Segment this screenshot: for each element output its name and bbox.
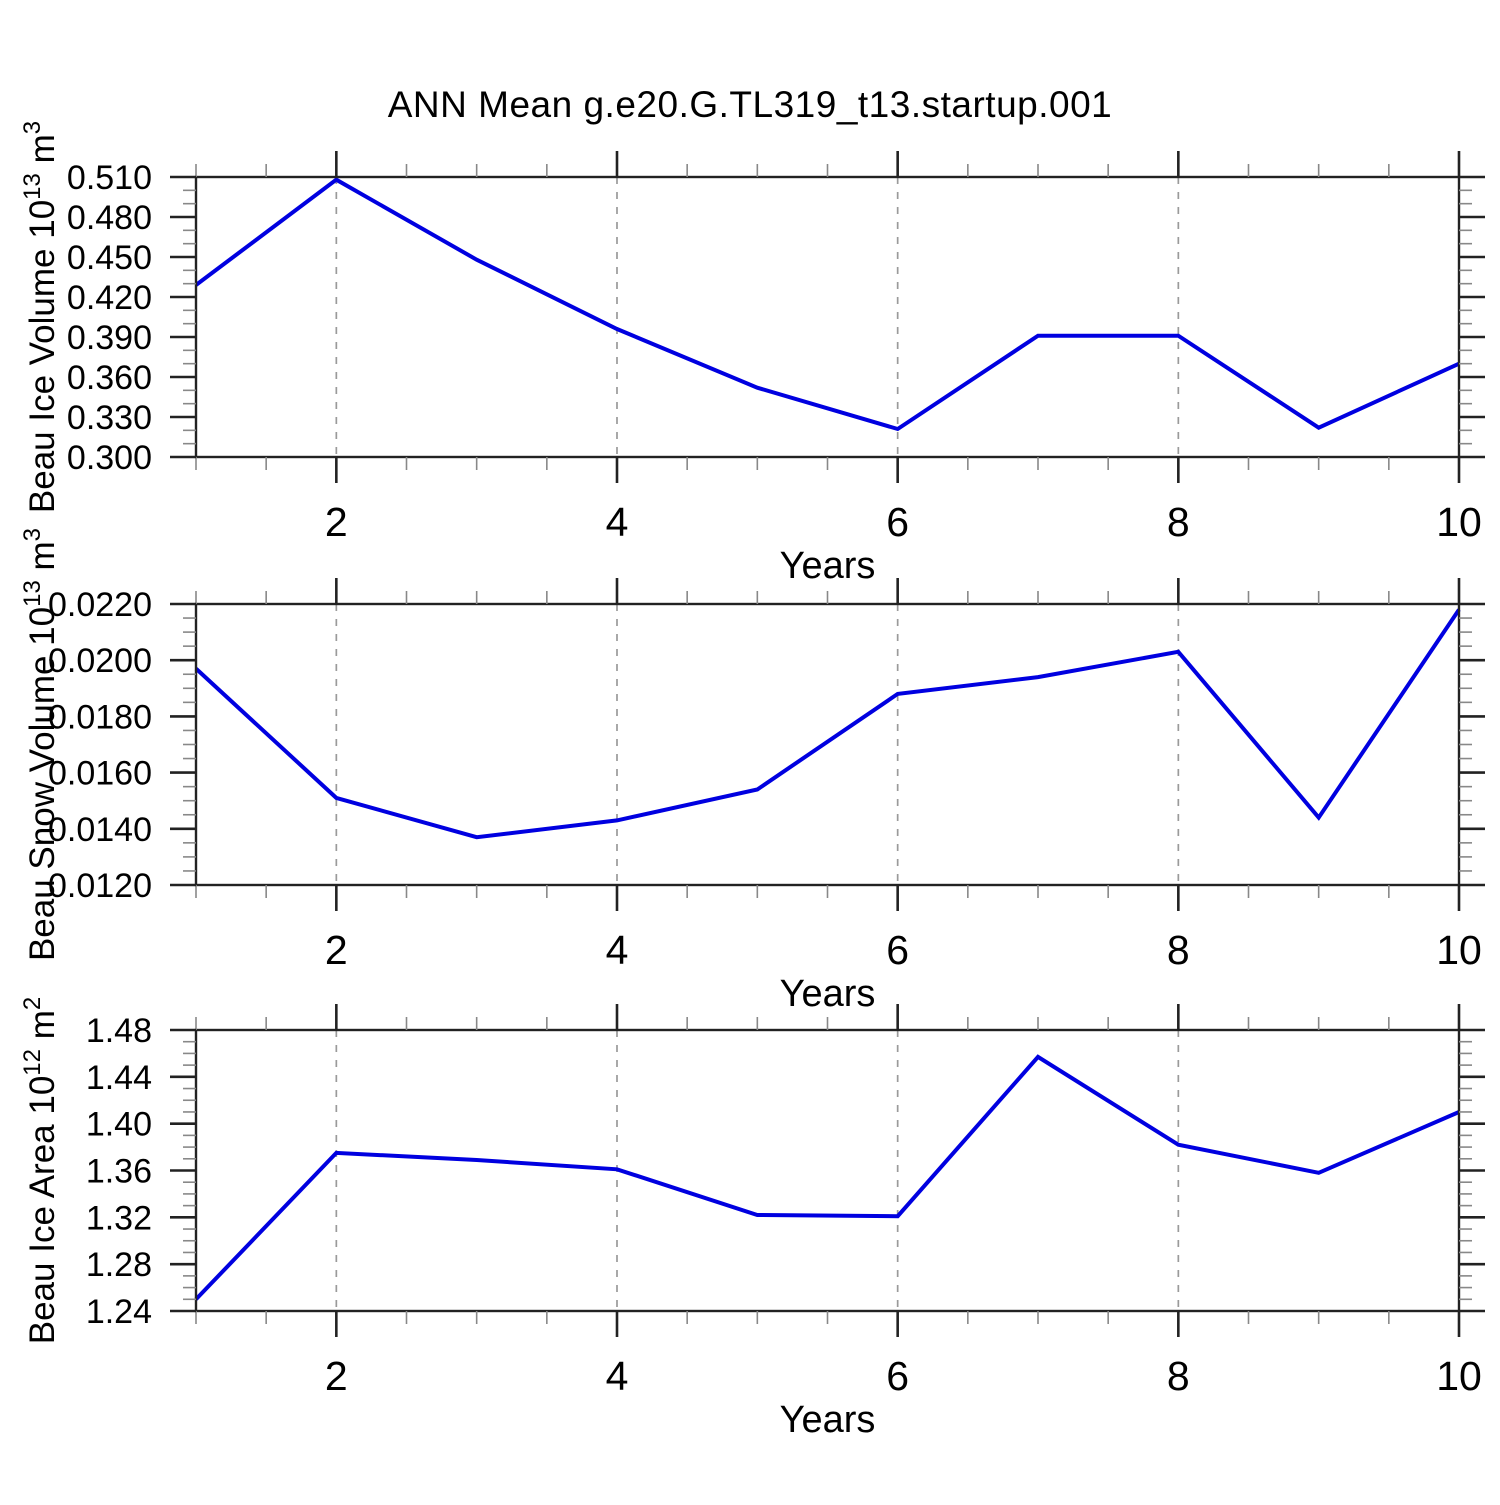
- svg-text:1.44: 1.44: [86, 1059, 152, 1097]
- plot-border: [194, 1028, 1461, 1313]
- gridlines: [335, 1030, 1180, 1311]
- y-axis-title: Beau Ice Volume 1013 m3: [19, 121, 62, 513]
- svg-text:2: 2: [325, 499, 348, 545]
- plot-border: [194, 175, 1461, 459]
- beau-ice-area-line: [194, 1054, 1460, 1301]
- svg-text:0.510: 0.510: [67, 159, 152, 197]
- svg-text:0.0160: 0.0160: [48, 755, 152, 793]
- svg-text:2: 2: [325, 1353, 348, 1399]
- gridlines: [335, 177, 1180, 457]
- svg-text:8: 8: [1167, 1353, 1190, 1399]
- chart-title: ANN Mean g.e20.G.TL319_t13.startup.001: [387, 84, 1113, 125]
- y-tick-labels: 1.24 1.28 1.32 1.36 1.40 1.44 1.48: [86, 1012, 152, 1331]
- beau-snow-volume-panel: 0.0120 0.0140 0.0160 0.0180 0.0200 0.0220 2 4 6 8…: [19, 528, 1485, 1015]
- x-tick-labels: 2 4 6 8 10: [325, 1353, 1482, 1399]
- beau-ice-volume-line: [194, 177, 1460, 432]
- svg-text:6: 6: [886, 927, 909, 973]
- y-tick-labels: 0.0120 0.0140 0.0160 0.0180 0.0200 0.0220: [48, 586, 152, 905]
- svg-text:6: 6: [886, 1353, 909, 1399]
- svg-text:0.0200: 0.0200: [48, 642, 152, 680]
- svg-text:8: 8: [1167, 927, 1190, 973]
- svg-text:4: 4: [606, 1353, 629, 1399]
- ticks: [170, 1004, 1485, 1337]
- svg-text:4: 4: [606, 499, 629, 545]
- svg-text:6: 6: [886, 499, 909, 545]
- svg-text:1.36: 1.36: [86, 1153, 152, 1191]
- gridlines: [335, 604, 1180, 885]
- x-tick-labels: 2 4 6 8 10: [325, 927, 1482, 973]
- beau-ice-area-panel: 1.24 1.28 1.32 1.36 1.40 1.44 1.48 2 4 6 8 10 Years B…: [19, 997, 1485, 1441]
- svg-text:0.390: 0.390: [67, 319, 152, 357]
- svg-text:0.300: 0.300: [67, 439, 152, 477]
- svg-text:10: 10: [1436, 1353, 1482, 1399]
- svg-text:1.40: 1.40: [86, 1106, 152, 1144]
- svg-text:8: 8: [1167, 499, 1190, 545]
- svg-text:0.450: 0.450: [67, 239, 152, 277]
- svg-text:0.0140: 0.0140: [48, 811, 152, 849]
- svg-text:0.330: 0.330: [67, 399, 152, 437]
- ticks: [170, 578, 1485, 911]
- svg-text:10: 10: [1436, 499, 1482, 545]
- svg-text:0.0180: 0.0180: [48, 698, 152, 736]
- beau-ice-volume-panel: 0.3000.3300.3600.3900.4200.4500.4800.510…: [19, 121, 1485, 587]
- svg-text:1.24: 1.24: [86, 1293, 152, 1331]
- svg-text:0.480: 0.480: [67, 199, 152, 237]
- svg-text:0.0220: 0.0220: [48, 586, 152, 624]
- svg-text:1.32: 1.32: [86, 1199, 152, 1237]
- x-axis-title: Years: [780, 973, 876, 1015]
- svg-text:0.0120: 0.0120: [48, 867, 152, 905]
- x-axis-title: Years: [780, 545, 876, 587]
- svg-text:0.420: 0.420: [67, 279, 152, 317]
- svg-text:2: 2: [325, 927, 348, 973]
- y-axis-title: Beau Snow Volume 1013 m3: [19, 528, 62, 961]
- svg-text:4: 4: [606, 927, 629, 973]
- beau-snow-volume-line: [194, 608, 1461, 840]
- x-axis-title: Years: [780, 1399, 876, 1441]
- svg-text:10: 10: [1436, 927, 1482, 973]
- plot-border: [194, 602, 1461, 887]
- svg-text:0.360: 0.360: [67, 359, 152, 397]
- x-tick-labels: 2 4 6 8 10: [325, 499, 1482, 545]
- svg-text:1.28: 1.28: [86, 1246, 152, 1284]
- y-axis-title: Beau Ice Area 1012 m2: [19, 997, 62, 1345]
- svg-text:1.48: 1.48: [86, 1012, 152, 1050]
- ticks: [170, 151, 1485, 483]
